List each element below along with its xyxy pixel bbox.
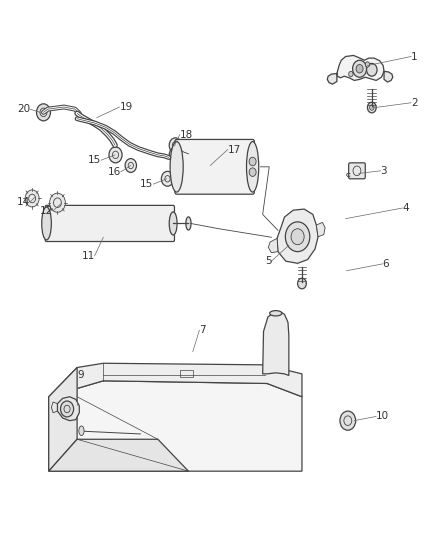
Polygon shape (263, 312, 289, 375)
FancyBboxPatch shape (349, 163, 365, 179)
Circle shape (249, 157, 256, 166)
Polygon shape (49, 364, 302, 397)
Circle shape (60, 401, 74, 417)
Circle shape (169, 148, 181, 163)
Circle shape (249, 168, 256, 176)
Ellipse shape (170, 142, 183, 192)
Text: 19: 19 (120, 102, 133, 112)
Text: 15: 15 (88, 155, 101, 165)
Polygon shape (327, 74, 337, 84)
Ellipse shape (247, 142, 259, 192)
Text: 6: 6 (383, 259, 389, 269)
Circle shape (340, 411, 356, 430)
Circle shape (49, 193, 65, 212)
Polygon shape (384, 71, 393, 82)
Circle shape (36, 104, 50, 121)
Polygon shape (49, 381, 302, 471)
Polygon shape (277, 209, 318, 263)
Circle shape (286, 222, 310, 252)
Polygon shape (49, 368, 77, 471)
Text: 20: 20 (17, 104, 30, 114)
FancyBboxPatch shape (45, 205, 174, 241)
Ellipse shape (42, 207, 51, 240)
Ellipse shape (79, 426, 84, 435)
Circle shape (109, 147, 122, 163)
Circle shape (125, 159, 137, 172)
Polygon shape (57, 397, 79, 421)
Text: 11: 11 (81, 251, 95, 261)
Text: 15: 15 (140, 179, 153, 189)
Polygon shape (268, 238, 278, 253)
Text: 1: 1 (411, 52, 418, 61)
Text: 4: 4 (403, 203, 409, 213)
Text: 14: 14 (17, 197, 30, 207)
Text: 2: 2 (411, 98, 418, 108)
Circle shape (25, 190, 39, 207)
Text: 17: 17 (228, 144, 241, 155)
Text: 7: 7 (199, 325, 206, 335)
Polygon shape (316, 222, 325, 237)
FancyBboxPatch shape (175, 140, 254, 194)
Text: 5: 5 (265, 256, 272, 266)
Circle shape (367, 102, 376, 113)
Ellipse shape (169, 212, 177, 235)
Text: 18: 18 (180, 130, 193, 140)
Text: 10: 10 (376, 411, 389, 422)
Polygon shape (337, 55, 384, 80)
Ellipse shape (186, 217, 191, 230)
Polygon shape (49, 439, 188, 471)
Circle shape (349, 71, 353, 77)
Circle shape (356, 64, 363, 73)
Circle shape (291, 229, 304, 245)
Circle shape (169, 138, 181, 153)
Circle shape (161, 171, 173, 186)
Circle shape (365, 62, 370, 67)
Text: 3: 3 (381, 166, 387, 176)
Text: 9: 9 (77, 370, 84, 381)
Circle shape (297, 278, 306, 289)
Ellipse shape (270, 311, 282, 316)
Circle shape (367, 63, 377, 76)
Circle shape (353, 60, 367, 77)
Text: 16: 16 (107, 167, 121, 177)
Text: 12: 12 (40, 206, 53, 216)
